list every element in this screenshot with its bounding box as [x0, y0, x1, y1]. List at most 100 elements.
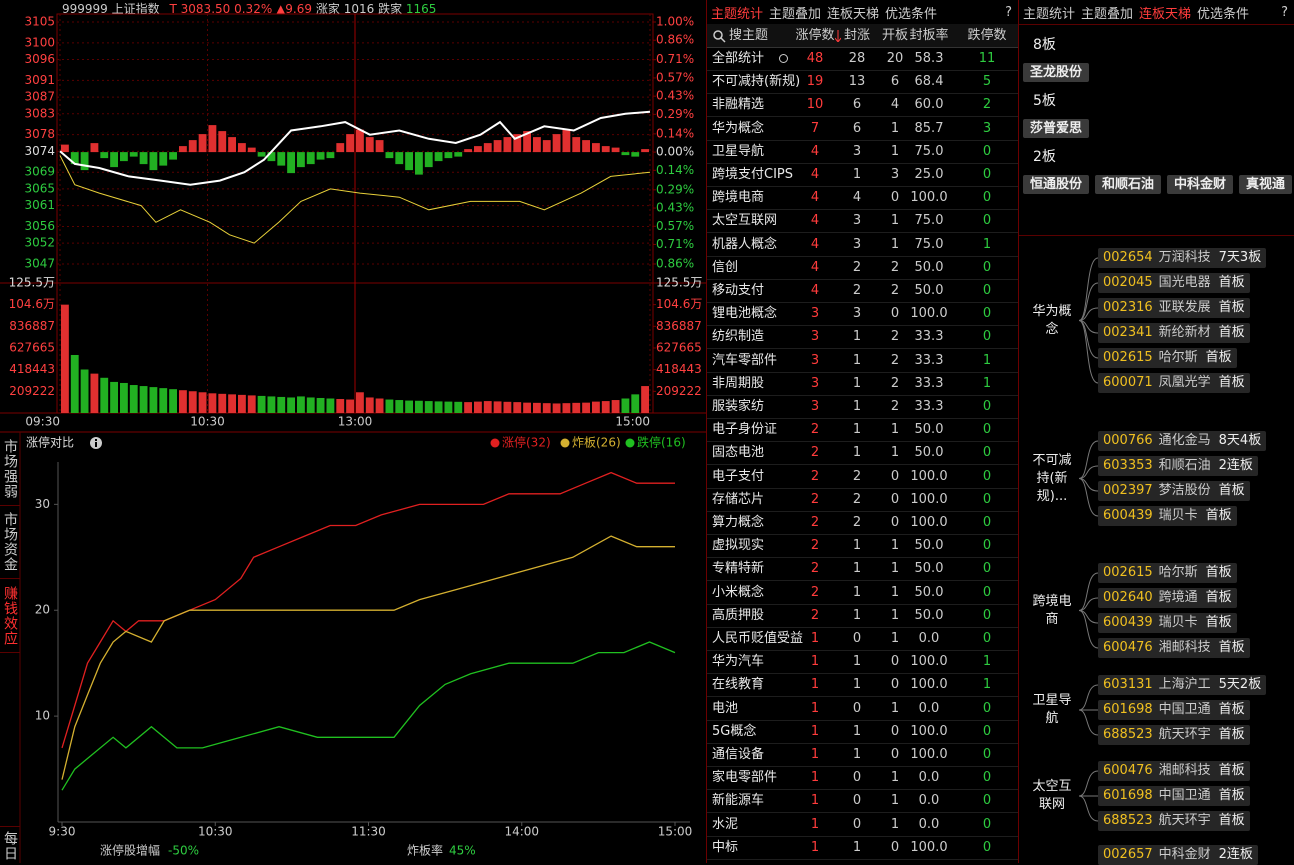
cell-value: 60.0	[914, 97, 944, 113]
table-row[interactable]: 汽车零部件 3 1 2 33.3 1	[707, 349, 1018, 373]
table-row[interactable]: 人民币贬值受益 1 0 1 0.0 0	[707, 627, 1018, 651]
column-header[interactable]: 涨停数	[795, 28, 835, 43]
stock-item[interactable]: 600476 湘邮科技 首板	[1098, 761, 1250, 781]
side-tab[interactable]: 赚钱效应	[0, 579, 20, 653]
theme-name: 通信设备	[712, 747, 765, 762]
table-row[interactable]: 太空互联网 4 3 1 75.0 0	[707, 209, 1018, 234]
cell-value: 2	[890, 375, 900, 391]
column-header[interactable]: 封板率	[909, 28, 949, 43]
tab[interactable]: 优选条件	[885, 6, 938, 22]
tab[interactable]: 优选条件	[1197, 6, 1250, 22]
stock-item[interactable]: 002640 跨境通 首板	[1098, 588, 1237, 608]
volume-bar	[592, 401, 600, 413]
table-row[interactable]: 小米概念 2 1 1 50.0 0	[707, 581, 1018, 605]
column-header[interactable]: 跌停数	[967, 28, 1007, 43]
table-row[interactable]: 不可减持(新规) 19 13 6 68.4 5	[707, 70, 1018, 95]
tab[interactable]: 主题叠加	[769, 6, 822, 22]
table-row[interactable]: 跨境支付CIPS 4 1 3 25.0 0	[707, 163, 1018, 187]
stock-item[interactable]: 600476 湘邮科技 首板	[1098, 638, 1250, 658]
stock-item[interactable]: 603353 和顺石油 2连板	[1098, 456, 1258, 476]
table-row[interactable]: 电子身份证 2 1 1 50.0 0	[707, 418, 1018, 443]
table-row[interactable]: 高质押股 2 1 1 50.0 0	[707, 604, 1018, 628]
stock-item[interactable]: 002615 哈尔斯 首板	[1098, 348, 1237, 368]
table-row[interactable]: 移动支付 4 2 2 50.0 0	[707, 279, 1018, 303]
column-header[interactable]: 封涨	[843, 28, 870, 43]
stock-item[interactable]: 600439 瑞贝卡 首板	[1098, 506, 1237, 526]
stock-item[interactable]: 600439 瑞贝卡 首板	[1098, 613, 1237, 633]
stock-item[interactable]: 600071 凤凰光学 首板	[1098, 373, 1250, 393]
table-row[interactable]: 信创 4 2 2 50.0 0	[707, 256, 1018, 280]
stock-item[interactable]: 000766 通化金马 8天4板	[1098, 431, 1267, 451]
table-row[interactable]: 家电零部件 1 0 1 0.0 0	[707, 766, 1018, 791]
table-row[interactable]: 电池 1 0 1 0.0 0	[707, 697, 1018, 721]
table-row[interactable]: 华为概念 7 6 1 85.7 3	[707, 117, 1018, 141]
table-row[interactable]: 专精特新 2 1 1 50.0 0	[707, 557, 1018, 582]
column-header[interactable]: 搜主题	[729, 28, 769, 43]
table-row[interactable]: 非融精选 10 6 4 60.0 2	[707, 93, 1018, 118]
tab[interactable]: 主题统计	[1023, 6, 1076, 22]
table-row[interactable]: 卫星导航 4 3 1 75.0 0	[707, 140, 1018, 164]
cell-value: 4	[810, 236, 820, 252]
table-row[interactable]: 通信设备 1 1 0 100.0 0	[707, 743, 1018, 767]
table-row[interactable]: 5G概念 1 1 0 100.0 0	[707, 720, 1018, 744]
table-row[interactable]: 新能源车 1 0 1 0.0 0	[707, 789, 1018, 814]
table-row[interactable]: 算力概念 2 2 0 100.0 0	[707, 511, 1018, 535]
stock-button[interactable]: 恒通股份	[1023, 175, 1090, 194]
bracket	[1078, 770, 1099, 797]
y-tick-label: 3100	[24, 35, 55, 49]
table-row[interactable]: 非周期股 3 1 2 33.3 1	[707, 372, 1018, 396]
theme-name: 中标	[712, 839, 739, 855]
table-row[interactable]: 纺织制造 3 1 2 33.3 0	[707, 325, 1018, 350]
stock-item[interactable]: 601698 中国卫通 首板	[1098, 786, 1250, 806]
stock-code: 688523	[1103, 727, 1153, 742]
stock-item[interactable]: 688523 航天环宇 首板	[1098, 811, 1250, 831]
stock-item[interactable]: 002341 新纶新材 首板	[1098, 323, 1250, 343]
stock-item[interactable]: 002045 国光电器 首板	[1098, 273, 1250, 293]
side-tab[interactable]: 每日	[0, 826, 20, 864]
table-row[interactable]: 存储芯片 2 2 0 100.0 0	[707, 488, 1018, 512]
stock-button[interactable]: 中科金财	[1167, 175, 1234, 194]
y2-tick-label: 0.71%	[656, 52, 694, 66]
side-tab[interactable]: 市场强弱	[0, 433, 20, 506]
tab[interactable]: 主题叠加	[1081, 6, 1134, 22]
cell-value: 0.0	[918, 631, 940, 646]
tab[interactable]: 连板天梯	[827, 6, 880, 22]
stock-button[interactable]: 和顺石油	[1095, 175, 1162, 194]
stock-button[interactable]: 莎普爱思	[1023, 119, 1090, 138]
cell-value: 6	[852, 120, 862, 136]
stock-item[interactable]: 002316 亚联发展 首板	[1098, 298, 1250, 318]
table-row[interactable]: 固态电池 2 1 1 50.0 0	[707, 441, 1018, 466]
stock-item[interactable]: 002657 中科金财 2连板	[1098, 845, 1258, 865]
search-icon[interactable]	[712, 29, 726, 43]
help-button[interactable]: ?	[1005, 4, 1012, 20]
tab[interactable]: 主题统计	[711, 6, 764, 22]
cell-value: 2	[890, 352, 900, 368]
stock-item[interactable]: 002397 梦洁股份 首板	[1098, 481, 1250, 501]
board-tag: 7天3板	[1218, 250, 1262, 265]
stock-item[interactable]: 603131 上海沪工 5天2板	[1098, 675, 1267, 695]
stock-item[interactable]: 002615 哈尔斯 首板	[1098, 563, 1237, 583]
volume-bar	[611, 400, 620, 413]
limit-line	[61, 535, 675, 780]
table-row[interactable]: 电子支付 2 2 0 100.0 0	[707, 465, 1018, 489]
stock-item[interactable]: 601698 中国卫通 首板	[1098, 700, 1250, 720]
table-row[interactable]: 虚拟现实 2 1 1 50.0 0	[707, 534, 1018, 559]
help-button[interactable]: ?	[1281, 4, 1288, 20]
table-row[interactable]: 机器人概念 4 3 1 75.0 1	[707, 233, 1018, 257]
table-row[interactable]: 华为汽车 1 1 0 100.0 1	[707, 650, 1018, 675]
table-row[interactable]: 全部统计 48 28 20 58.3 11	[707, 47, 1018, 71]
table-row[interactable]: 水泥 1 0 1 0.0 0	[707, 813, 1018, 837]
side-tab[interactable]: 市场资金	[0, 506, 20, 579]
table-row[interactable]: 服装家纺 3 1 2 33.3 0	[707, 395, 1018, 419]
table-row[interactable]: 跨境电商 4 4 0 100.0 0	[707, 186, 1018, 211]
column-header[interactable]: 开板	[881, 28, 908, 43]
stock-button[interactable]: 真视通	[1239, 175, 1293, 194]
stock-button[interactable]: 圣龙股份	[1023, 63, 1090, 82]
table-row[interactable]: 在线教育 1 1 0 100.0 1	[707, 673, 1018, 698]
stock-item[interactable]: 688523 航天环宇 首板	[1098, 725, 1250, 745]
stock-item[interactable]: 002654 万润科技 7天3板	[1098, 248, 1267, 268]
tab[interactable]: 连板天梯	[1139, 6, 1192, 22]
cell-value: 2	[810, 491, 820, 507]
table-row[interactable]: 中标 1 1 0 100.0 0	[707, 836, 1018, 860]
table-row[interactable]: 锂电池概念 3 3 0 100.0 0	[707, 302, 1018, 327]
